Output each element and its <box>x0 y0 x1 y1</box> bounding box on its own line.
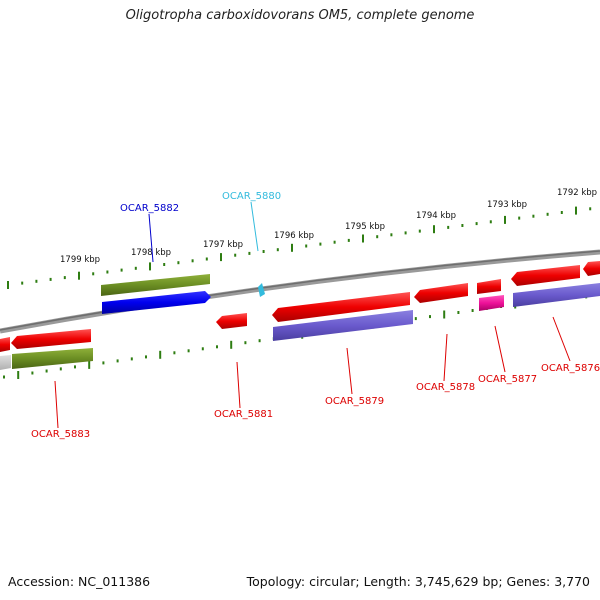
gene-ocar-5876-red-2[interactable] <box>583 261 600 276</box>
gene-ocar-5882[interactable] <box>102 291 211 314</box>
leader-ocar-5883 <box>54 380 59 429</box>
gene-ocar-5881[interactable] <box>216 313 247 329</box>
genome-backbone-highlight <box>0 250 600 331</box>
gene-ocar-5879-red[interactable] <box>272 292 410 322</box>
leader-ocar-5881 <box>236 361 241 409</box>
leader-lines <box>54 201 571 429</box>
gene-label-ocar-5878[interactable]: OCAR_5878 <box>416 382 475 393</box>
gene-ocar-5876[interactable] <box>513 283 600 307</box>
gene-ocar-5883[interactable] <box>12 348 93 369</box>
gene-label-ocar-5883[interactable]: OCAR_5883 <box>31 429 90 440</box>
tick-label: 1793 kbp <box>487 200 527 210</box>
gene-ocar-5880[interactable] <box>258 283 265 297</box>
gene-label-ocar-5880[interactable]: OCAR_5880 <box>222 191 281 202</box>
gene-ocar-5877-red[interactable] <box>477 279 501 294</box>
tick-label: 1792 kbp <box>557 188 597 198</box>
tick-label: 1796 kbp <box>274 231 314 241</box>
leader-ocar-5878 <box>443 333 448 382</box>
leader-ocar-5879 <box>346 347 353 395</box>
reverse-features <box>0 283 468 370</box>
map-title: Oligotropha carboxidovorans OM5, complet… <box>125 8 475 23</box>
gene-ocar-5876-red[interactable] <box>511 265 580 286</box>
leader-ocar-5882 <box>148 213 154 263</box>
gene-ocar-5883-red[interactable] <box>11 329 91 349</box>
gene-ocar-5877[interactable] <box>479 295 504 311</box>
tick-label: 1797 kbp <box>203 240 243 250</box>
genome-backbone <box>0 249 600 334</box>
gene-label-ocar-5881[interactable]: OCAR_5881 <box>214 409 273 420</box>
gene-label-ocar-5876[interactable]: OCAR_5876 <box>541 363 600 374</box>
forward-features <box>101 261 600 314</box>
leader-ocar-5876 <box>552 316 571 362</box>
tick-label: 1794 kbp <box>416 211 456 221</box>
outer-scale <box>7 206 592 289</box>
tick-label: 1799 kbp <box>60 255 100 265</box>
gene-ocar-5883-left[interactable] <box>0 337 10 352</box>
gene-grey-edge[interactable] <box>0 355 11 370</box>
tick-labels: 1799 kbp 1798 kbp 1797 kbp 1796 kbp 1795… <box>60 188 597 265</box>
gene-ocar-5878[interactable] <box>414 283 468 303</box>
gene-ocar-5879[interactable] <box>273 310 413 341</box>
tick-label: 1798 kbp <box>131 248 171 258</box>
leader-ocar-5880 <box>250 201 259 252</box>
gene-labels: OCAR_5882 OCAR_5880 OCAR_5883 OCAR_5881 … <box>31 191 600 440</box>
accession-text: Accession: NC_011386 <box>8 574 151 589</box>
gene-label-ocar-5877[interactable]: OCAR_5877 <box>478 374 537 385</box>
gene-label-ocar-5882[interactable]: OCAR_5882 <box>120 203 179 214</box>
tick-label: 1795 kbp <box>345 222 385 232</box>
topology-text: Topology: circular; Length: 3,745,629 bp… <box>246 574 590 589</box>
gene-ocar-5882-olive[interactable] <box>101 274 210 296</box>
leader-ocar-5877 <box>494 325 506 373</box>
gene-label-ocar-5879[interactable]: OCAR_5879 <box>325 396 384 407</box>
